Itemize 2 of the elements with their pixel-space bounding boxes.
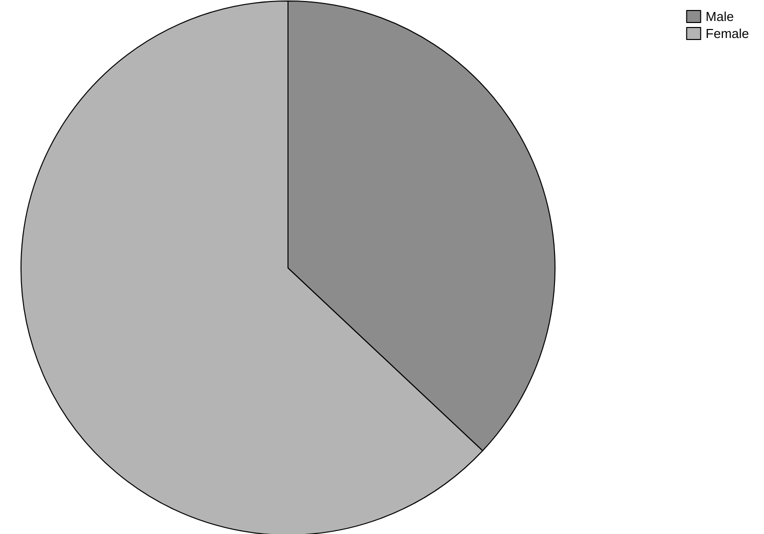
- legend-label: Male: [706, 9, 734, 24]
- legend-label: Female: [706, 26, 750, 41]
